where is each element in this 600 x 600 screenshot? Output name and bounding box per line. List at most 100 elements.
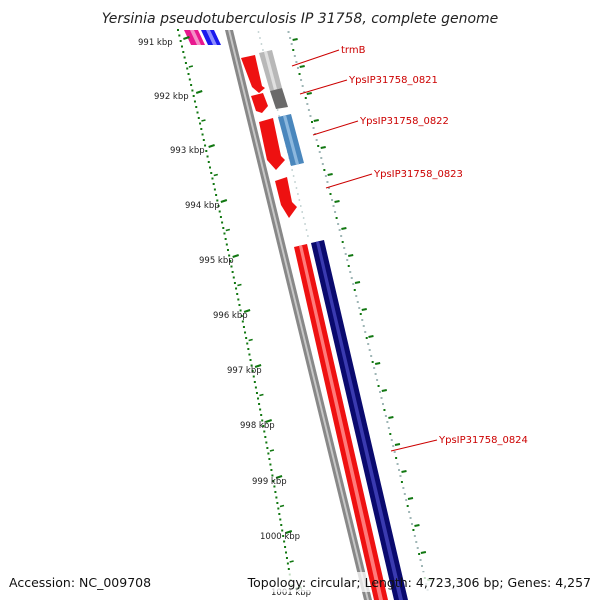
leader-YpsIP31758_0824 bbox=[390, 439, 438, 452]
track-dot bbox=[318, 151, 321, 153]
ruler-dot bbox=[268, 458, 271, 460]
gene-YpsIP31758_0822-arrow bbox=[259, 118, 285, 170]
ruler-dot bbox=[240, 315, 243, 317]
track-dot bbox=[373, 367, 376, 369]
track-dot bbox=[290, 43, 293, 45]
ruler-minor-tick bbox=[279, 504, 285, 508]
ruler-major-tick bbox=[183, 36, 190, 40]
track-dot bbox=[341, 241, 344, 243]
ruler-dot bbox=[280, 524, 283, 526]
ruler-dot bbox=[210, 172, 213, 174]
gene-label: YpsIP31758_0821 bbox=[348, 75, 438, 86]
leader-YpsIP31758_0823 bbox=[325, 173, 373, 189]
track-dot bbox=[398, 469, 401, 471]
track-dot bbox=[304, 97, 307, 99]
track-dot bbox=[380, 397, 383, 399]
track-dot bbox=[410, 523, 413, 525]
ruler-dot bbox=[252, 375, 255, 378]
ruler-dot bbox=[207, 161, 210, 163]
ruler-dot bbox=[281, 529, 284, 532]
track-tick bbox=[388, 416, 394, 419]
track-dot bbox=[293, 55, 296, 57]
ruler-dot bbox=[241, 320, 244, 323]
ruler-dot bbox=[225, 243, 228, 246]
ruler-dot bbox=[257, 397, 260, 400]
ruler-dot bbox=[224, 238, 227, 240]
ruler-dot bbox=[254, 386, 257, 389]
ruler-dot bbox=[264, 436, 267, 438]
ruler-dot bbox=[232, 276, 235, 279]
track-dot bbox=[257, 31, 260, 33]
track-dot bbox=[381, 403, 384, 405]
gene-labels: trmB YpsIP31758_0821 YpsIP31758_0822 Yps… bbox=[341, 45, 528, 446]
track-dot bbox=[418, 553, 421, 555]
ruler-minor-tick bbox=[201, 119, 206, 122]
ruler-dot bbox=[242, 326, 245, 328]
track-dot bbox=[291, 169, 293, 171]
track-dot bbox=[260, 43, 263, 45]
ruler-dot bbox=[258, 403, 261, 405]
ruler-dot bbox=[248, 353, 251, 356]
track-dot bbox=[295, 61, 298, 63]
track-dot bbox=[292, 175, 295, 177]
gene-steel-blue-highlight bbox=[283, 115, 299, 165]
track-dot bbox=[298, 73, 301, 75]
track-dot bbox=[294, 181, 296, 183]
track-dot bbox=[300, 79, 303, 81]
track-dot bbox=[412, 529, 415, 531]
track-dot bbox=[370, 355, 373, 357]
track-dot bbox=[399, 475, 402, 477]
kbp-label: 998 kbp bbox=[240, 421, 275, 431]
top-clipped-genes bbox=[184, 30, 221, 45]
ruler-major-tick bbox=[195, 90, 203, 94]
map-title: Yersinia pseudotuberculosis IP 31758, co… bbox=[102, 11, 499, 27]
ruler-dot bbox=[253, 381, 256, 383]
ruler-dot bbox=[193, 100, 196, 103]
track-tick bbox=[368, 335, 374, 338]
ruler-dot bbox=[182, 51, 185, 53]
gene-label: YpsIP31758_0823 bbox=[373, 169, 463, 180]
gene-label: trmB bbox=[341, 45, 366, 56]
track-dot bbox=[340, 235, 343, 237]
kbp-label: 992 kbp bbox=[154, 92, 189, 102]
track-dot bbox=[396, 463, 399, 465]
track-tick bbox=[306, 92, 312, 95]
track-dot bbox=[350, 277, 353, 279]
genes bbox=[241, 50, 408, 600]
gene-trmB-arrow bbox=[241, 55, 265, 93]
ruler-dot bbox=[218, 210, 221, 213]
track-dot bbox=[352, 283, 355, 285]
gene-YpsIP31758_0823-arrow bbox=[275, 177, 297, 218]
feature-track-right-dots bbox=[287, 31, 433, 591]
ruler-dot bbox=[187, 73, 190, 75]
track-tick bbox=[381, 389, 387, 392]
ruler-dot bbox=[284, 546, 287, 548]
kbp-label: 995 kbp bbox=[199, 256, 234, 266]
ruler-major-tick bbox=[265, 419, 273, 423]
track-dot bbox=[367, 343, 370, 345]
track-tick bbox=[299, 65, 305, 68]
ruler-major-tick bbox=[208, 144, 215, 148]
track-dot bbox=[335, 217, 338, 219]
ruler-dot bbox=[237, 298, 240, 301]
track-dot bbox=[327, 187, 330, 189]
pink-gene-segment bbox=[190, 30, 201, 45]
ruler-dot bbox=[186, 67, 189, 70]
ruler-dot bbox=[204, 144, 207, 147]
kbp-label: 996 kbp bbox=[213, 311, 248, 321]
track-dot bbox=[361, 319, 364, 321]
track-dot bbox=[324, 175, 327, 177]
track-dot bbox=[292, 49, 295, 51]
ruler-dot bbox=[279, 518, 282, 521]
ruler-dot bbox=[197, 117, 200, 119]
track-dot bbox=[395, 457, 398, 459]
track-dot bbox=[400, 481, 403, 483]
ruler-dot bbox=[278, 513, 281, 515]
ruler-major-tick bbox=[254, 364, 262, 368]
ruler-dot bbox=[270, 469, 273, 471]
track-dot bbox=[337, 223, 340, 225]
ruler-dot bbox=[260, 414, 263, 416]
track-dot bbox=[298, 199, 301, 201]
ruler-dot bbox=[188, 78, 191, 81]
